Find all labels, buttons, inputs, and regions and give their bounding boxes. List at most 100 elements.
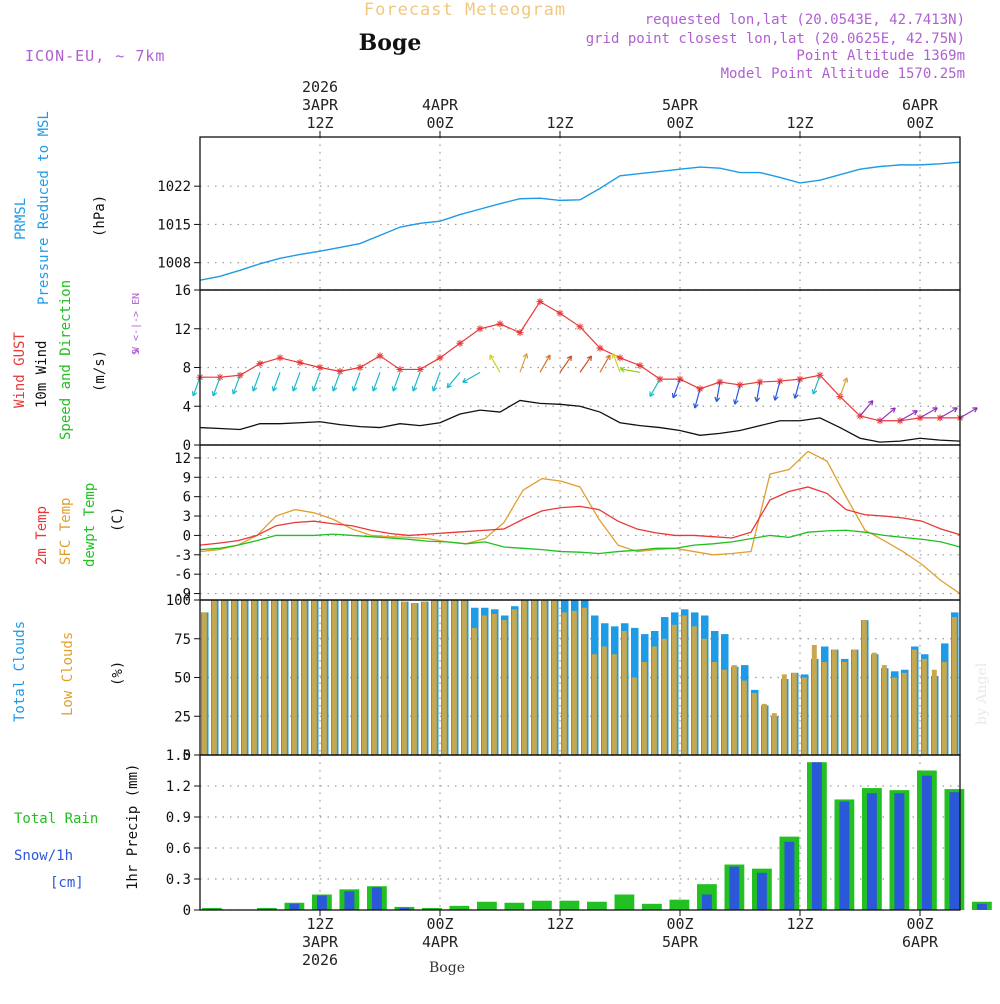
snow-bar <box>839 801 850 910</box>
bottom-time-label: 6APR <box>902 933 939 951</box>
gust-point-marker <box>556 309 564 317</box>
low-clouds-bar <box>511 609 517 755</box>
low-clouds-bar <box>521 600 527 755</box>
low-clouds-bar <box>561 612 567 755</box>
gust-point-marker <box>856 412 864 420</box>
pressure-msl-label: Pressure Reduced to MSL <box>36 111 52 305</box>
low-clouds-bar <box>641 662 647 755</box>
bottom-time-label: 12Z <box>786 915 813 933</box>
snow-bar <box>866 793 877 910</box>
snow-bar <box>976 903 987 910</box>
watermark: by Angel <box>974 662 990 725</box>
precip-ytick-label: 1.5 <box>166 748 191 764</box>
low-clouds-bar <box>901 672 907 755</box>
temp-ytick-label: 0 <box>183 528 191 544</box>
pressure-panel: 1008 1015 1022 <box>157 137 960 290</box>
rain-bar <box>504 902 525 910</box>
location-title: Boge <box>359 30 422 56</box>
wind-direction-arrow <box>411 372 421 392</box>
clouds-ytick-label: 75 <box>174 632 191 648</box>
sfc-temp-series-line <box>199 450 961 595</box>
wind-direction-arrow <box>773 380 781 401</box>
low-clouds-bar <box>671 624 677 755</box>
low-clouds-bar <box>911 649 917 755</box>
plot-layer: 1008101510220481216-9-6-3036912025507510… <box>157 78 992 969</box>
gust-point-marker <box>456 339 464 347</box>
low-clouds-bar <box>501 620 507 755</box>
low-clouds-bar <box>411 603 417 755</box>
low-clouds-bar <box>771 713 777 755</box>
top-time-label: 6APR <box>902 96 939 114</box>
low-clouds-bar <box>201 612 207 755</box>
low-clouds-bar <box>621 631 627 755</box>
low-clouds-bar <box>951 617 957 755</box>
low-clouds-bar <box>741 680 747 755</box>
low-clouds-bar <box>921 658 927 755</box>
wind-direction-arrow <box>191 376 201 397</box>
precip-unit-label: 1hr Precip (mm) <box>125 764 141 890</box>
gust-point-marker <box>336 367 344 375</box>
low-clouds-bar <box>231 600 237 755</box>
wind-direction-arrow <box>519 353 529 373</box>
gust-point-marker <box>576 323 584 331</box>
wind-gust-label: Wind GUST <box>12 332 28 408</box>
gust-point-marker <box>256 360 264 368</box>
low-clouds-bar <box>891 677 897 755</box>
temp-sfc-label: SFC Temp <box>58 498 74 565</box>
rain-bar <box>614 894 635 910</box>
low-clouds-bar <box>241 600 247 755</box>
low-clouds-bar <box>751 693 757 755</box>
wind-direction-arrow <box>271 372 281 392</box>
pressure-ytick-label: 1022 <box>157 179 191 195</box>
wind-direction-arrow <box>693 388 701 409</box>
low-clouds-bar <box>721 669 727 755</box>
wind-direction-arrow <box>489 354 501 373</box>
precip-ytick-label: 0.9 <box>166 810 191 826</box>
low-clouds-bar <box>211 600 217 755</box>
temp-ytick-label: -3 <box>174 548 191 564</box>
bottom-time-label: 2026 <box>302 951 338 969</box>
top-time-label: 12Z <box>306 114 333 132</box>
panel-frame-3 <box>199 444 961 601</box>
wind-direction-arrow <box>446 371 461 389</box>
top-time-label: 00Z <box>906 114 933 132</box>
low-clouds-bar <box>541 600 547 755</box>
low-clouds-bar <box>801 677 807 755</box>
pressure-ytick-label: 1008 <box>157 256 191 272</box>
low-clouds-bar <box>321 600 327 755</box>
wind-direction-arrow <box>754 381 761 403</box>
top-time-label: 2026 <box>302 78 338 96</box>
snow-bar <box>949 792 960 910</box>
wind-direction-arrow <box>649 378 661 397</box>
gust-point-marker <box>836 393 844 401</box>
top-time-label: 3APR <box>302 96 339 114</box>
temp-unit-label: (C) <box>110 507 126 532</box>
point-altitude: Point Altitude 1369m <box>796 48 965 64</box>
bottom-time-label: 3APR <box>302 933 339 951</box>
temp-ytick-label: -6 <box>174 567 191 583</box>
wind-speed-series-line <box>199 399 961 443</box>
low-clouds-bar <box>431 600 437 755</box>
bottom-time-label: 00Z <box>666 915 693 933</box>
low-clouds-bar <box>441 600 447 755</box>
low-clouds-bar <box>301 600 307 755</box>
low-clouds-bar <box>531 600 537 755</box>
rain-bar <box>559 900 580 910</box>
compass-south: S <box>131 349 142 355</box>
snow-bar <box>784 841 795 910</box>
low-clouds-bar <box>761 703 767 755</box>
wind-direction-arrow <box>291 372 301 392</box>
wind-speed-direction-label: Speed and Direction <box>58 280 74 440</box>
compass-indicator: N W <-|-> E S <box>131 293 142 355</box>
top-time-label: 12Z <box>786 114 813 132</box>
gust-point-marker <box>716 378 724 386</box>
rain-bar <box>532 900 552 910</box>
temp-2m-label: 2m Temp <box>34 506 50 565</box>
wind-ytick-label: 4 <box>183 399 191 415</box>
gust-point-marker <box>376 352 384 360</box>
requested-coordinates: requested lon,lat (20.0543E, 42.7413N) <box>645 12 965 28</box>
low-clouds-bar <box>491 613 497 755</box>
gust-point-marker <box>276 354 284 362</box>
temp-dewpt-label: dewpt Temp <box>82 483 98 567</box>
bottom-time-label: 00Z <box>426 915 453 933</box>
